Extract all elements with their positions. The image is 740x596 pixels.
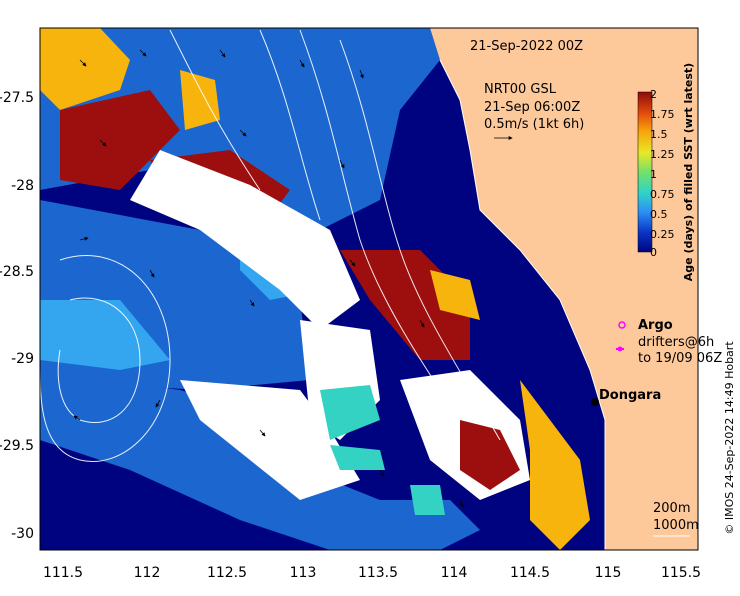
current-vector [299,59,305,68]
drifter-marker-icon [617,346,623,352]
lon-tick-label: 111.5 [43,565,83,581]
lon-tick-label: 113.5 [358,565,398,581]
land-western-australia [430,28,698,550]
current-time-label: 21-Sep 06:00Z [484,100,580,115]
colorbar-tick-label: 1.5 [650,128,668,141]
orange-patch-east [430,270,480,320]
cyan-patch-southeast [410,485,445,515]
light-blue-patch-west [40,300,170,370]
plot-frame [39,27,699,551]
cyan-patch-south [330,445,385,470]
red-patch-southeast [460,420,520,490]
mid-blue-region-north [40,28,440,230]
drifters-label-line1: drifters@6h [638,335,714,350]
current-vector [219,49,226,58]
orange-coastal-band [520,380,590,550]
lat-tick-label: -27.5 [0,90,34,106]
current-vector [259,429,266,437]
current-vector [155,399,161,408]
isobath-1000m [299,29,461,421]
bathymetry-and-streamlines [40,29,501,462]
lon-tick-label: 114.5 [510,565,550,581]
depth-1000m-label: 1000m [653,518,699,533]
current-vector [73,415,81,421]
current-vector [459,499,464,508]
orange-patch-north [180,70,220,130]
dongara-location-dot [591,398,599,406]
current-vector [249,299,255,307]
streamline-2 [259,29,321,221]
colorbar-tick-label: 0.25 [650,228,675,241]
current-vector [349,259,356,267]
current-vector [379,469,385,477]
credit-text: © IMOS 24-Sep-2022 14:49 Hobart [723,341,736,535]
isobath-200m [339,39,501,441]
lat-tick-label: -29.5 [0,438,34,454]
colorbar-tick-label: 1.75 [650,108,675,121]
colorbar-tick-label: 1.25 [650,148,675,161]
colorbar-tick-label: 0.75 [650,188,675,201]
colorbar-tick-label: 0.5 [650,208,668,221]
colorbar: 2 1.75 1.5 1.25 1 0.75 0.5 0.25 0 Age (d… [637,63,695,281]
lat-tick-label: -30 [11,526,34,542]
lon-tick-label: 114 [441,565,468,581]
current-vector [239,129,247,137]
current-vector [79,236,89,241]
current-vector [419,319,425,328]
map-plot-area [40,28,698,550]
depth-200m-label: 200m [653,501,690,516]
map-date-label: 21-Sep-2022 00Z [470,39,583,54]
lon-tick-label: 115.5 [661,565,701,581]
drifters-label-line2: to 19/09 06Z [638,351,722,366]
current-vector [359,69,364,79]
red-patch-northwest [60,90,180,190]
argo-label: Argo [638,318,673,333]
eddy-contour-inner [57,297,141,423]
cyan-patch-center [320,385,380,440]
argo-marker-icon [618,321,626,329]
eddy-contour-outer [40,255,171,462]
colorbar-tick-label: 0 [650,246,657,259]
orange-patch-nw [40,28,130,110]
current-vector [79,59,87,67]
colorbar-tick-label: 2 [650,88,657,101]
coastline [439,59,606,550]
dongara-label: Dongara [599,388,661,403]
current-vector [339,159,345,169]
current-vector [149,269,155,278]
lon-tick-label: 112.5 [207,565,247,581]
vector-scale-label: 0.5m/s (1kt 6h) [484,117,584,132]
lon-tick-label: 115 [595,565,622,581]
lon-tick-label: 113 [290,565,317,581]
lat-tick-label: -28.5 [0,264,34,280]
no-data-band-north [130,150,360,330]
longitude-axis: 111.5 112 112.5 113 113.5 114 114.5 115 … [43,565,701,581]
lat-tick-label: -29 [11,351,34,367]
drifter-legend: Argo drifters@6h to 19/09 06Z [616,318,722,366]
current-vector [99,139,107,147]
latitude-axis: -27.5 -28 -28.5 -29 -29.5 -30 [0,90,34,542]
current-vector [139,49,147,57]
colorbar-gradient [637,91,653,253]
streamline-1 [169,29,261,191]
colorbar-tick-label: 1 [650,168,657,181]
current-model-label: NRT00 GSL [484,82,557,97]
lon-tick-label: 112 [134,565,161,581]
lat-tick-label: -28 [11,178,34,194]
colorbar-title: Age (days) of filled SST (wrt latest) [682,63,695,281]
current-vectors [73,49,464,508]
